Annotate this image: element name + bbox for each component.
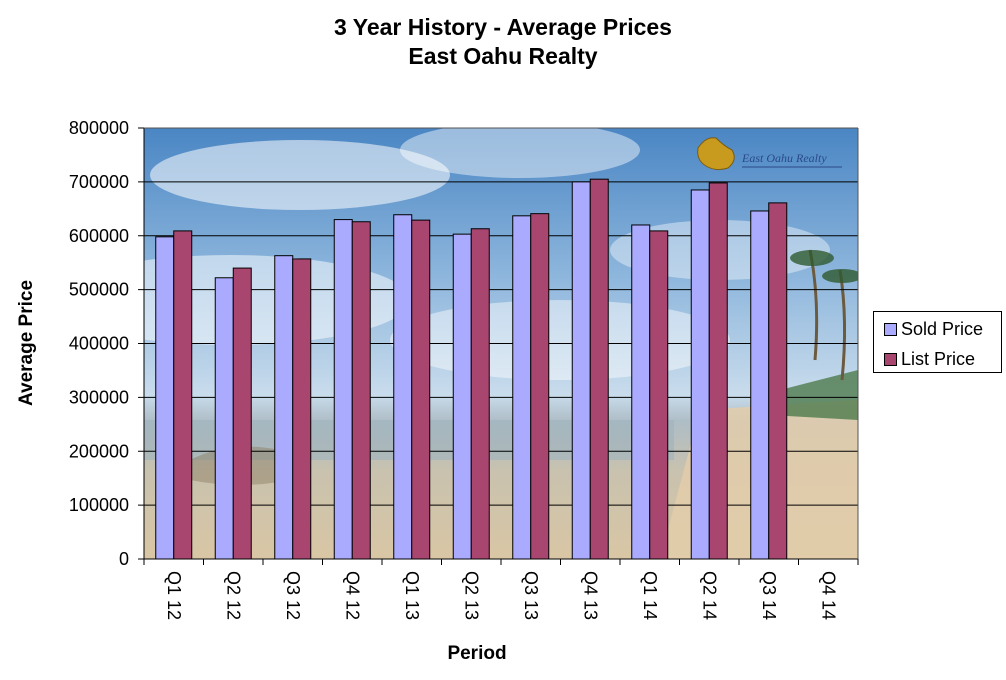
y-tick-label: 300000 bbox=[69, 387, 129, 407]
bar-sold bbox=[571, 181, 591, 560]
y-tick-label: 0 bbox=[119, 549, 129, 569]
y-tick-label: 800000 bbox=[69, 118, 129, 138]
legend-swatch-list bbox=[884, 352, 897, 366]
bar-list bbox=[649, 230, 669, 560]
bar-sold bbox=[750, 210, 770, 560]
x-tick-label: Q2 14 bbox=[699, 571, 719, 620]
bar-sold bbox=[512, 215, 532, 560]
x-tick-label: Q3 12 bbox=[283, 571, 303, 620]
bar-list bbox=[708, 182, 728, 560]
bar-sold bbox=[274, 255, 294, 560]
watermark-logo: East Oahu Realty bbox=[697, 137, 842, 171]
legend-label-list: List Price bbox=[901, 348, 976, 369]
legend-label-sold: Sold Price bbox=[901, 318, 984, 339]
bar-list bbox=[173, 230, 193, 560]
bar-list bbox=[351, 221, 371, 560]
x-tick-label: Q1 13 bbox=[402, 571, 422, 620]
bar-list bbox=[530, 213, 550, 560]
legend-item-sold: Sold Price bbox=[884, 318, 983, 340]
bar-sold bbox=[690, 189, 710, 560]
chart-title: 3 Year History - Average Prices bbox=[334, 14, 672, 40]
x-tick-label: Q3 14 bbox=[759, 571, 779, 620]
bar-list bbox=[292, 258, 312, 560]
y-tick-label: 100000 bbox=[69, 495, 129, 515]
bar-sold bbox=[333, 219, 353, 560]
bar-list bbox=[589, 178, 609, 560]
legend: Sold Price List Price bbox=[873, 311, 1002, 373]
bar-list bbox=[768, 202, 788, 560]
x-tick-label: Q1 12 bbox=[164, 571, 184, 620]
bar-list bbox=[411, 219, 431, 560]
bar-sold bbox=[452, 233, 472, 560]
x-tick-label: Q4 12 bbox=[342, 571, 362, 620]
bar-list bbox=[470, 228, 490, 560]
x-tick-label: Q4 13 bbox=[580, 571, 600, 620]
bars bbox=[155, 178, 788, 560]
y-axis-label: Average Price bbox=[16, 280, 37, 406]
y-tick-label: 400000 bbox=[69, 334, 129, 354]
y-tick-label: 700000 bbox=[69, 172, 129, 192]
bar-sold bbox=[155, 236, 175, 560]
x-tick-label: Q2 12 bbox=[223, 571, 243, 620]
gridlines bbox=[144, 127, 858, 506]
watermark-text: East Oahu Realty bbox=[741, 151, 827, 165]
axes bbox=[138, 127, 859, 565]
x-axis-label: Period bbox=[447, 643, 506, 664]
y-tick-label: 200000 bbox=[69, 441, 129, 461]
bar-sold bbox=[214, 277, 234, 560]
x-tick-label: Q3 13 bbox=[521, 571, 541, 620]
x-tick-labels: Q1 12 Q2 12 Q3 12 Q4 12 Q1 13 Q2 13 Q3 13 Q4 13… bbox=[164, 571, 839, 620]
y-tick-labels: 0 100000 200000 300000 400000 500000 600000 700… bbox=[69, 118, 129, 569]
x-tick-label: Q1 14 bbox=[640, 571, 660, 620]
legend-item-list: List Price bbox=[884, 348, 975, 370]
y-tick-label: 600000 bbox=[69, 226, 129, 246]
bar-sold bbox=[393, 214, 413, 560]
bar-sold bbox=[631, 224, 651, 560]
x-tick-label: Q2 13 bbox=[461, 571, 481, 620]
bar-list bbox=[232, 267, 252, 560]
chart-subtitle: East Oahu Realty bbox=[408, 43, 598, 69]
x-tick-label: Q4 14 bbox=[818, 571, 838, 620]
y-tick-label: 500000 bbox=[69, 280, 129, 300]
legend-swatch-sold bbox=[884, 322, 897, 336]
